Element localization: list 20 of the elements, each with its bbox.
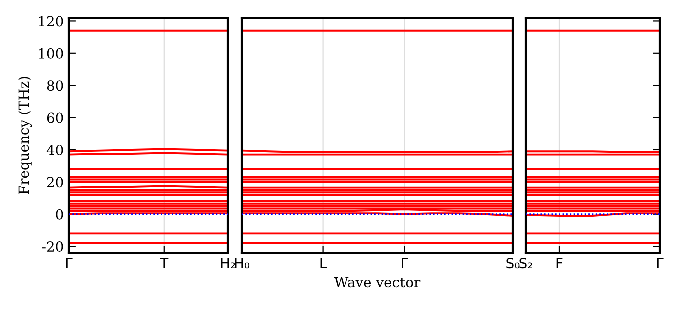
x-tick-label: S₂ — [520, 258, 532, 269]
y-tick-label: 0 — [56, 209, 64, 220]
y-tick-label: 20 — [47, 177, 64, 188]
x-tick-label: H₂ — [221, 258, 236, 268]
y-tick-label: 60 — [47, 112, 64, 124]
y-axis-title: Frequency (THz) — [18, 77, 32, 194]
x-tick-label: F — [556, 258, 563, 268]
x-tick-label: Γ — [66, 258, 73, 268]
x-tick-label: Γ — [402, 258, 408, 268]
y-tick-label: 40 — [46, 144, 64, 156]
x-tick-label: S₀ — [506, 258, 520, 269]
y-tick-label: 120 — [39, 16, 64, 27]
x-tick-label: H₀ — [235, 258, 250, 269]
y-tick-label: 100 — [39, 48, 64, 59]
x-tick-label: T — [160, 258, 169, 268]
y-tick-label: 80 — [47, 80, 64, 92]
x-tick-label: Γ — [657, 258, 664, 268]
y-tick-label: -20 — [42, 242, 64, 252]
x-axis-title: Wave vector — [334, 277, 421, 288]
x-tick-label: L — [320, 258, 328, 268]
